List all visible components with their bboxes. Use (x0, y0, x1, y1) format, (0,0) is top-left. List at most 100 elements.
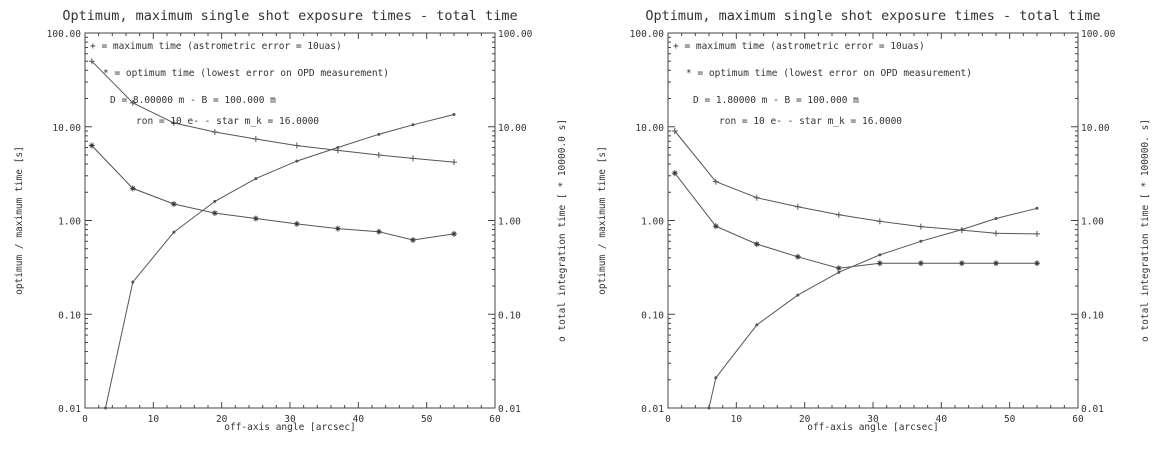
data-point-star-dot (673, 171, 677, 175)
data-point-star-dot (755, 242, 759, 246)
data-point-circle (336, 146, 340, 150)
y2-tick-label: 0.01 (498, 404, 521, 415)
data-point-circle (796, 293, 800, 297)
data-point-plus (88, 58, 95, 65)
data-point-circle (919, 239, 923, 243)
y-tick-label: 0.01 (641, 404, 664, 415)
data-point-circle (213, 199, 217, 203)
data-point-plus (835, 211, 842, 218)
data-point-star-dot (131, 186, 135, 190)
chart-panel-left: Optimum, maximum single shot exposure ti… (14, 8, 568, 433)
data-point-circle (295, 159, 299, 163)
data-point-plus (129, 99, 136, 106)
x-tick-label: 60 (489, 414, 501, 425)
data-point-circle (707, 406, 711, 410)
data-point-circle (377, 132, 381, 136)
y2-axis-label: o total integration time [ * 100000. s] (1140, 119, 1151, 342)
y2-tick-label: 1.00 (1081, 217, 1104, 228)
x-axis-label: off-axis angle [arcsec] (224, 422, 356, 433)
data-point-plus (375, 151, 382, 158)
y-tick-label: 0.10 (641, 310, 664, 321)
data-point-star-dot (994, 261, 998, 265)
data-point-star-dot (796, 255, 800, 259)
y-tick-label: 0.10 (58, 310, 81, 321)
data-point-circle (1035, 206, 1039, 210)
legend-line-1: + = maximum time (astrometric error = 10… (673, 41, 925, 52)
y2-tick-label: 100.00 (1081, 29, 1116, 40)
y2-axis-label: o total integration time [ * 10000.0 s] (557, 119, 568, 342)
x-tick-label: 10 (731, 414, 743, 425)
data-point-circle (172, 230, 176, 234)
data-point-plus (712, 178, 719, 185)
x-tick-label: 20 (799, 414, 811, 425)
x-axis-label: off-axis angle [arcsec] (807, 422, 939, 433)
x-tick-label: 40 (936, 414, 948, 425)
data-point-circle (878, 253, 882, 257)
data-point-star-dot (1035, 261, 1039, 265)
data-point-plus (252, 136, 259, 143)
y-tick-label: 10.00 (635, 123, 664, 134)
y-tick-label: 0.01 (58, 404, 81, 415)
data-point-circle (994, 217, 998, 221)
series-line-total (105, 114, 455, 409)
x-tick-label: 10 (148, 414, 160, 425)
y-tick-label: 100.00 (630, 29, 665, 40)
data-point-plus (211, 128, 218, 135)
data-point-plus (451, 159, 457, 166)
data-point-star-dot (172, 202, 176, 206)
legend-line-4: ron = 10 e- - star m_k = 16.0000 (136, 116, 319, 127)
series-line-total (708, 207, 1038, 409)
data-point-star-dot (837, 266, 841, 270)
series-line-maximum (674, 130, 1038, 235)
y2-tick-label: 100.00 (498, 29, 533, 40)
y-tick-label: 1.00 (641, 217, 664, 228)
data-point-circle (411, 123, 415, 127)
data-point-star-dot (336, 227, 340, 230)
data-point-circle (452, 113, 456, 117)
data-point-plus (671, 128, 678, 135)
legend-line-4: ron = 10 e- - star m_k = 16.0000 (719, 116, 902, 127)
data-point-star-dot (960, 261, 964, 265)
x-tick-label: 60 (1072, 414, 1084, 425)
y-axis-label: optimum / maximum time [s] (14, 146, 25, 295)
data-point-circle (131, 280, 135, 284)
legend-line-3: D = 8.00000 m - B = 100.000 m (110, 95, 276, 106)
chart-title: Optimum, maximum single shot exposure ti… (645, 8, 1100, 24)
y2-tick-label: 0.10 (498, 310, 521, 321)
series-line-maximum (91, 60, 455, 163)
data-point-star-dot (714, 224, 718, 228)
data-point-circle (960, 228, 964, 232)
x-tick-label: 0 (82, 414, 88, 425)
chart-right: Optimum, maximum single shot exposure ti… (597, 8, 1151, 433)
y-tick-label: 100.00 (47, 29, 82, 40)
data-point-circle (755, 323, 759, 327)
y-axis-label: optimum / maximum time [s] (597, 146, 608, 295)
data-point-circle (837, 270, 841, 274)
data-point-circle (714, 376, 718, 380)
data-point-plus (993, 230, 999, 237)
legend-line-2: * = optimum time (lowest error on OPD me… (686, 68, 972, 79)
y-tick-label: 1.00 (58, 217, 81, 228)
data-point-plus (794, 203, 801, 210)
chart-panel-right: Optimum, maximum single shot exposure ti… (583, 0, 1166, 453)
data-point-plus (917, 223, 924, 230)
data-point-star-dot (90, 144, 94, 147)
x-tick-label: 50 (1004, 414, 1016, 425)
y-tick-label: 10.00 (52, 123, 81, 134)
chart-left: Optimum, maximum single shot exposure ti… (14, 8, 568, 433)
y2-tick-label: 1.00 (498, 217, 521, 228)
data-point-star-dot (295, 222, 299, 226)
data-point-plus (410, 155, 416, 162)
x-tick-label: 30 (284, 414, 296, 425)
y2-tick-label: 10.00 (498, 123, 527, 134)
data-point-plus (1034, 230, 1040, 237)
data-point-star-dot (411, 238, 415, 242)
legend-line-2: * = optimum time (lowest error on OPD me… (103, 68, 389, 79)
plot-frame (84, 32, 496, 409)
data-point-circle (104, 406, 107, 410)
data-point-circle (254, 177, 258, 181)
y2-tick-label: 0.10 (1081, 310, 1104, 321)
data-point-star-dot (213, 211, 217, 215)
y2-tick-label: 0.01 (1081, 404, 1104, 415)
data-point-star-dot (254, 217, 258, 220)
